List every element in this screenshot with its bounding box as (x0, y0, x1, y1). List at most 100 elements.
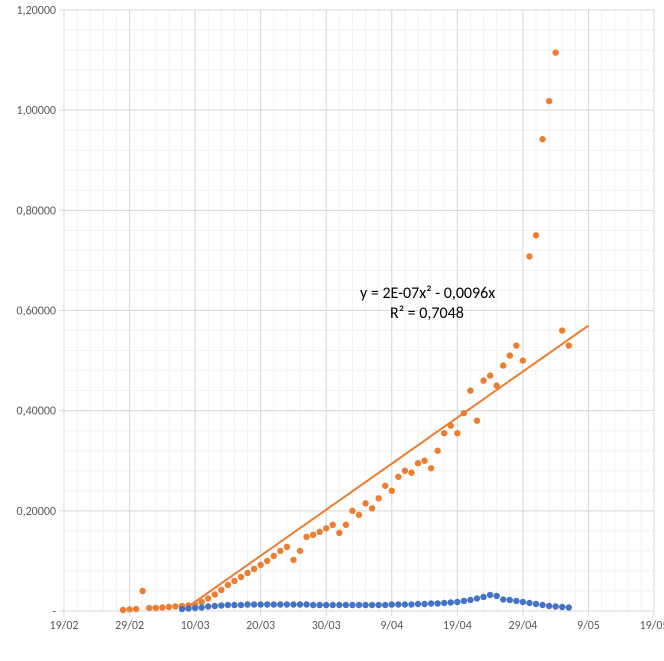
data-point (297, 601, 303, 607)
x-tick-label: 20/03 (246, 619, 275, 633)
data-point (343, 602, 349, 608)
x-tick-label: 10/03 (181, 619, 210, 633)
data-point (415, 601, 421, 607)
data-point (546, 98, 552, 104)
data-point (480, 377, 486, 383)
data-point (408, 470, 414, 476)
data-point (166, 604, 172, 610)
data-point (343, 522, 349, 528)
data-point (474, 595, 480, 601)
x-tick-label: 30/03 (312, 619, 341, 633)
data-point (362, 602, 368, 608)
data-point (179, 606, 185, 612)
data-point (264, 601, 270, 607)
data-point (467, 387, 473, 393)
data-point (395, 474, 401, 480)
data-point (310, 532, 316, 538)
data-point (336, 602, 342, 608)
data-point (382, 602, 388, 608)
data-point (284, 601, 290, 607)
data-point (172, 603, 178, 609)
data-point (212, 603, 218, 609)
data-point (139, 588, 145, 594)
data-point (539, 136, 545, 142)
data-point (559, 604, 565, 610)
data-point (251, 566, 257, 572)
data-point (277, 601, 283, 607)
data-point (493, 593, 499, 599)
data-point (533, 232, 539, 238)
data-point (441, 600, 447, 606)
x-tick-label: 9/04 (380, 619, 403, 633)
data-point (493, 382, 499, 388)
data-point (323, 602, 329, 608)
data-point (369, 602, 375, 608)
data-point (552, 603, 558, 609)
data-point (402, 601, 408, 607)
data-point (526, 600, 532, 606)
data-point (500, 362, 506, 368)
data-point (454, 599, 460, 605)
data-point (205, 603, 211, 609)
data-point (212, 591, 218, 597)
data-point (513, 598, 519, 604)
y-tick-label: 1,00000 (17, 104, 57, 118)
trend-equation: y = 2E-07x² - 0,0096x (360, 284, 495, 303)
data-point (566, 604, 572, 610)
data-point (277, 548, 283, 554)
data-point (303, 601, 309, 607)
data-point (251, 601, 257, 607)
data-point (487, 592, 493, 598)
data-point (408, 601, 414, 607)
data-point (559, 327, 565, 333)
data-point (192, 605, 198, 611)
data-point (375, 602, 381, 608)
data-point (513, 342, 519, 348)
data-point (500, 596, 506, 602)
data-point (507, 352, 513, 358)
data-point (303, 534, 309, 540)
data-point (238, 574, 244, 580)
data-point (487, 372, 493, 378)
data-point (330, 602, 336, 608)
data-point (546, 603, 552, 609)
data-point (539, 602, 545, 608)
data-point (375, 495, 381, 501)
data-point (454, 430, 460, 436)
data-point (231, 578, 237, 584)
data-point (153, 605, 159, 611)
data-point (428, 465, 434, 471)
data-point (257, 562, 263, 568)
data-point (290, 601, 296, 607)
data-point (316, 602, 322, 608)
data-point (218, 602, 224, 608)
data-point (552, 49, 558, 55)
data-point (474, 417, 480, 423)
data-point (198, 599, 204, 605)
y-tick-label: - (52, 605, 56, 619)
data-point (297, 548, 303, 554)
data-point (415, 460, 421, 466)
data-point (421, 601, 427, 607)
data-point (428, 600, 434, 606)
data-point (434, 600, 440, 606)
data-point (441, 430, 447, 436)
data-point (238, 602, 244, 608)
data-point (185, 605, 191, 611)
data-point (271, 601, 277, 607)
data-point (461, 598, 467, 604)
data-point (349, 602, 355, 608)
data-point (205, 595, 211, 601)
data-point (389, 488, 395, 494)
data-point (244, 570, 250, 576)
data-point (264, 558, 270, 564)
data-point (480, 594, 486, 600)
data-point (225, 602, 231, 608)
data-point (120, 607, 126, 613)
data-point (257, 601, 263, 607)
data-point (336, 530, 342, 536)
x-tick-label: 29/04 (508, 619, 537, 633)
data-point (356, 602, 362, 608)
data-point (382, 483, 388, 489)
data-point (330, 522, 336, 528)
